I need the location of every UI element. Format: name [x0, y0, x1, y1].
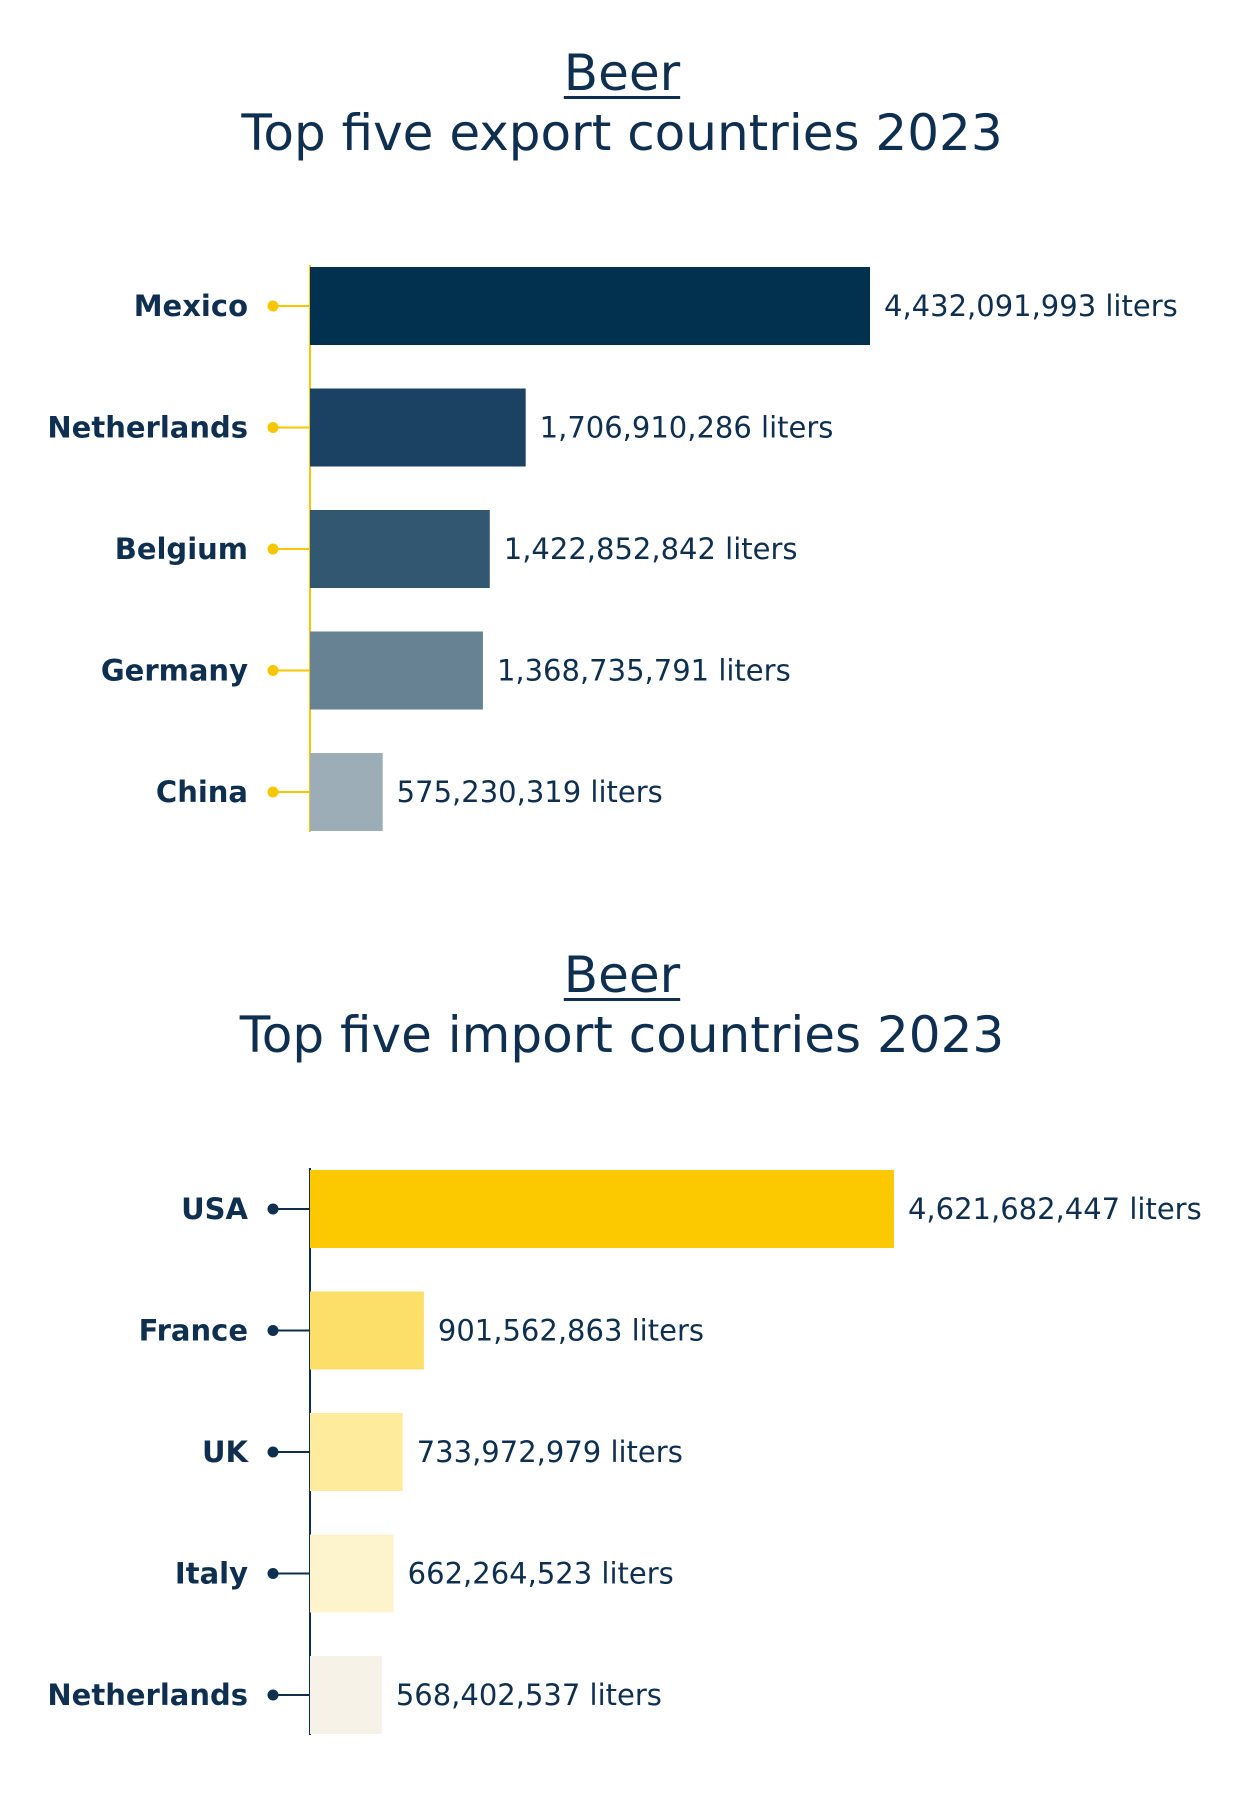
export-value-label: 575,230,319 liters: [397, 775, 663, 809]
export-category-label: Mexico: [134, 289, 248, 323]
import-value-label: 662,264,523 liters: [408, 1557, 674, 1591]
export-category-label: Germany: [101, 654, 248, 688]
import-tick-dot: [267, 1568, 279, 1579]
import-category-label: USA: [181, 1192, 248, 1226]
import-bar-netherlands: [310, 1656, 382, 1734]
export-category-label: Netherlands: [47, 411, 248, 445]
export-chart-subtitle: Top five export countries 2023: [241, 104, 1003, 162]
export-tick-dot: [267, 543, 279, 555]
export-bar-mexico: [310, 267, 870, 345]
export-value-label: 1,368,735,791 liters: [497, 654, 791, 688]
export-bar-netherlands: [310, 388, 526, 467]
export-tick-dot: [267, 665, 279, 676]
import-chart-title: Beer: [563, 946, 681, 1004]
import-category-label: France: [139, 1314, 248, 1348]
import-bar-uk: [310, 1413, 403, 1491]
export-category-label: Belgium: [115, 532, 248, 566]
import-category-label: Italy: [175, 1557, 248, 1591]
export-bar-germany: [310, 631, 483, 710]
import-value-label: 733,972,979 liters: [417, 1435, 683, 1469]
import-tick-dot: [267, 1325, 279, 1336]
import-value-label: 568,402,537 liters: [396, 1678, 662, 1712]
import-chart-subtitle: Top five import countries 2023: [239, 1006, 1005, 1064]
import-value-label: 4,621,682,447 liters: [908, 1192, 1202, 1226]
export-category-label: China: [156, 775, 248, 809]
import-bar-italy: [310, 1534, 394, 1613]
export-tick-dot: [267, 300, 279, 312]
export-tick-dot: [267, 422, 279, 433]
export-bar-china: [310, 753, 383, 831]
export-chart-title: Beer: [563, 44, 681, 102]
import-tick-dot: [267, 1203, 279, 1215]
import-tick-dot: [267, 1446, 279, 1458]
export-value-label: 1,706,910,286 liters: [540, 411, 834, 445]
import-bar-france: [310, 1291, 424, 1370]
import-category-label: UK: [202, 1435, 250, 1469]
export-chart: Mexico 4,432,091,993 liters Netherlands 1,7…: [47, 265, 1178, 832]
export-tick-dot: [267, 786, 279, 798]
import-bar-usa: [310, 1170, 894, 1248]
export-value-label: 1,422,852,842 liters: [504, 532, 798, 566]
export-bar-belgium: [310, 510, 490, 588]
import-tick-dot: [267, 1689, 279, 1701]
export-value-label: 4,432,091,993 liters: [884, 289, 1178, 323]
import-value-label: 901,562,863 liters: [438, 1314, 704, 1348]
import-category-label: Netherlands: [47, 1678, 248, 1712]
